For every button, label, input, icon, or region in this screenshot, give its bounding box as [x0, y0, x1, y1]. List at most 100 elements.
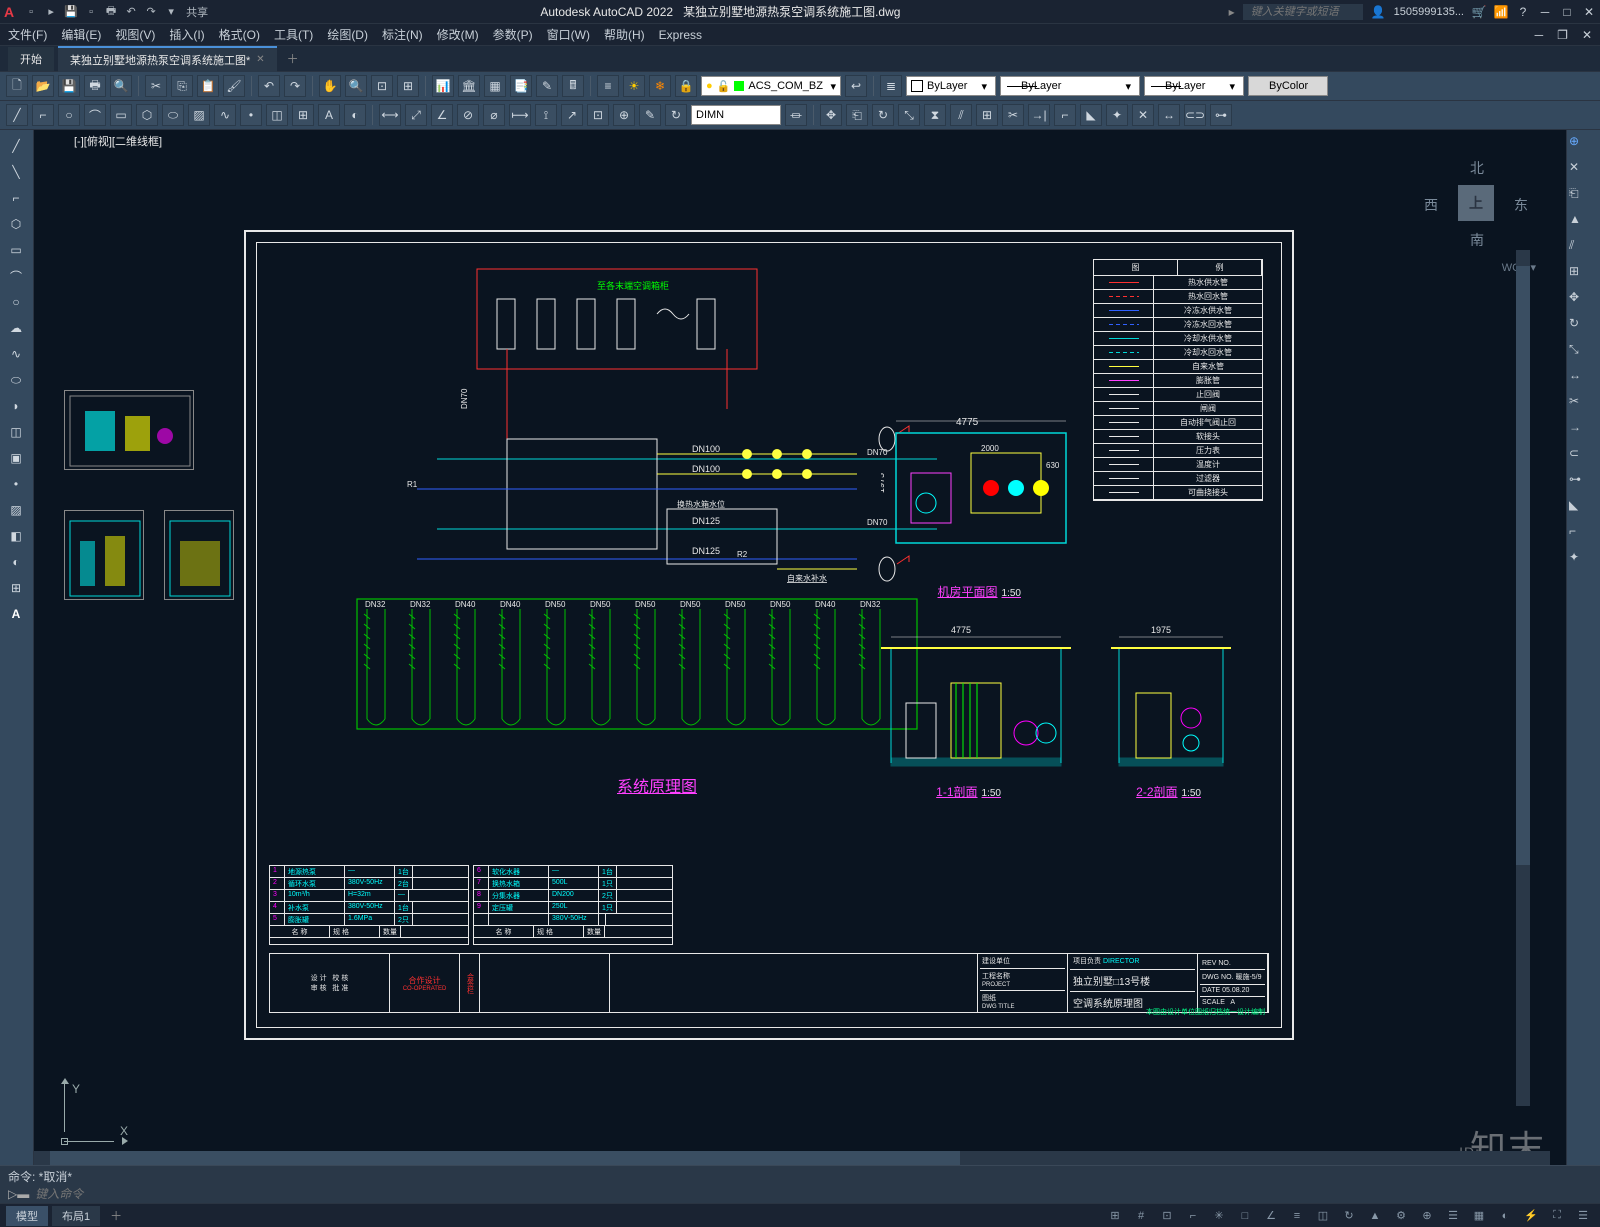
copy-icon[interactable]: ⎘ [171, 75, 193, 97]
polygon-icon[interactable]: ⬡ [136, 104, 158, 126]
pline-tool-icon[interactable]: ⌐ [2, 186, 30, 210]
dim-linear-icon[interactable]: ⟷ [379, 104, 401, 126]
cut-icon[interactable]: ✂ [145, 75, 167, 97]
insert-tool-icon[interactable]: ◫ [2, 420, 30, 444]
doc-close-icon[interactable]: ✕ [1582, 28, 1592, 42]
rect-icon[interactable]: ▭ [110, 104, 132, 126]
signin-icon[interactable]: 👤 [1371, 5, 1386, 19]
xline-tool-icon[interactable]: ╲ [2, 160, 30, 184]
join-icon[interactable]: ⊶ [1210, 104, 1232, 126]
stretch-mod-icon[interactable]: ↔ [1569, 368, 1597, 392]
maximize-icon[interactable]: □ [1560, 5, 1574, 19]
command-input[interactable] [35, 1187, 1592, 1201]
ellipse-arc-tool-icon[interactable]: ◗ [2, 394, 30, 418]
close-icon[interactable]: ✕ [1582, 5, 1596, 19]
grid-icon[interactable]: # [1130, 1206, 1152, 1226]
dim-aligned-icon[interactable]: ⤢ [405, 104, 427, 126]
tolerance-icon[interactable]: ⊡ [587, 104, 609, 126]
region-tool-icon[interactable]: ◐ [2, 550, 30, 574]
annomonitor-icon[interactable]: ⊕ [1416, 1206, 1438, 1226]
match-icon[interactable]: 🖌 [223, 75, 245, 97]
table-icon[interactable]: ⊞ [292, 104, 314, 126]
ellipse-icon[interactable]: ⬭ [162, 104, 184, 126]
mtext-tool-icon[interactable]: A [2, 602, 30, 626]
layer-prev-icon[interactable]: ↩ [845, 75, 867, 97]
copy-obj-icon[interactable]: ⎗ [846, 104, 868, 126]
circle-tool-icon[interactable]: ○ [2, 290, 30, 314]
menu-dimension[interactable]: 标注(N) [382, 26, 423, 43]
fillet-icon[interactable]: ⌐ [1054, 104, 1076, 126]
ortho-icon[interactable]: ⌐ [1182, 1206, 1204, 1226]
layer-manager-icon[interactable]: ≣ [880, 75, 902, 97]
mirror-mod-icon[interactable]: ▲ [1569, 212, 1597, 236]
layout1-tab[interactable]: 布局1 [52, 1206, 100, 1226]
minimize-icon[interactable]: ─ [1538, 5, 1552, 19]
units-icon[interactable]: ☰ [1442, 1206, 1464, 1226]
rotate-mod-icon[interactable]: ↻ [1569, 316, 1597, 340]
point-icon[interactable]: • [240, 104, 262, 126]
doc-minimize-icon[interactable]: ─ [1535, 28, 1544, 42]
share-button[interactable]: 共享 [182, 3, 212, 21]
open-icon[interactable]: ▸ [42, 3, 60, 21]
spline-icon[interactable]: ∿ [214, 104, 236, 126]
menu-param[interactable]: 参数(P) [493, 26, 533, 43]
hatch-tool-icon[interactable]: ▨ [2, 498, 30, 522]
layer-freeze-icon[interactable]: ❄ [649, 75, 671, 97]
quickcalc-icon[interactable]: 🖩 [562, 75, 584, 97]
revcloud-tool-icon[interactable]: ☁ [2, 316, 30, 340]
plotstyle-dropdown[interactable]: ByColor [1248, 76, 1328, 96]
dim-angular-icon[interactable]: ∠ [431, 104, 453, 126]
redo-tool-icon[interactable]: ↷ [284, 75, 306, 97]
otrack-icon[interactable]: ∠ [1260, 1206, 1282, 1226]
undo-tool-icon[interactable]: ↶ [258, 75, 280, 97]
tab-start[interactable]: 开始 [8, 47, 54, 71]
new-icon[interactable]: ▫ [22, 3, 40, 21]
cart-icon[interactable]: 🛒 [1472, 5, 1486, 19]
transparency-icon[interactable]: ◫ [1312, 1206, 1334, 1226]
chamfer-mod-icon[interactable]: ◣ [1569, 498, 1597, 522]
hardware-icon[interactable]: ⚡ [1520, 1206, 1542, 1226]
tab-document[interactable]: 某独立别墅地源热泵空调系统施工图* ✕ [58, 46, 277, 72]
osnap-icon[interactable]: □ [1234, 1206, 1256, 1226]
ucs-icon[interactable]: Y X [64, 1082, 124, 1142]
menu-format[interactable]: 格式(O) [219, 26, 260, 43]
menu-modify[interactable]: 修改(M) [437, 26, 479, 43]
trim-mod-icon[interactable]: ✂ [1569, 394, 1597, 418]
viewcube-north[interactable]: 北 [1470, 158, 1484, 178]
saveas-icon[interactable]: ▫ [82, 3, 100, 21]
horizontal-scrollbar[interactable] [34, 1151, 1550, 1165]
model-tab[interactable]: 模型 [6, 1206, 48, 1226]
spline-tool-icon[interactable]: ∿ [2, 342, 30, 366]
scale-icon[interactable]: ⤡ [898, 104, 920, 126]
rect-tool-icon[interactable]: ▭ [2, 238, 30, 262]
paste-icon[interactable]: 📋 [197, 75, 219, 97]
line-icon[interactable]: ╱ [6, 104, 28, 126]
region-icon[interactable]: ◐ [344, 104, 366, 126]
annoscale-icon[interactable]: ▲ [1364, 1206, 1386, 1226]
drawing-canvas[interactable]: [-][俯视][二维线框] 上 北 南 西 东 WCS ▾ Y X [34, 130, 1566, 1182]
markup-icon[interactable]: ✎ [536, 75, 558, 97]
color-dropdown[interactable]: ByLayer▾ [906, 76, 996, 96]
pline-icon[interactable]: ⌐ [32, 104, 54, 126]
viewcube-west[interactable]: 西 [1424, 195, 1438, 215]
customize-icon[interactable]: ☰ [1572, 1206, 1594, 1226]
open-file-icon[interactable]: 📂 [32, 75, 54, 97]
dim-continue-icon[interactable]: ⟼ [509, 104, 531, 126]
layer-dropdown[interactable]: ●🔓 ACS_COM_BZ ▾ [701, 76, 841, 96]
polar-icon[interactable]: ✳ [1208, 1206, 1230, 1226]
stretch-icon[interactable]: ↔ [1158, 104, 1180, 126]
dimstyle-icon[interactable]: ⏛ [785, 104, 807, 126]
help-icon[interactable]: ? [1516, 5, 1530, 19]
extend-icon[interactable]: →| [1028, 104, 1050, 126]
menu-file[interactable]: 文件(F) [8, 26, 47, 43]
circle-icon[interactable]: ○ [58, 104, 80, 126]
preview-icon[interactable]: 🔍 [110, 75, 132, 97]
viewport-label[interactable]: [-][俯视][二维线框] [74, 133, 162, 149]
leader-icon[interactable]: ↗ [561, 104, 583, 126]
properties-icon[interactable]: 📊 [432, 75, 454, 97]
snap-icon[interactable]: ⊡ [1156, 1206, 1178, 1226]
explode-mod-icon[interactable]: ✦ [1569, 550, 1597, 574]
layer-props-icon[interactable]: ≡ [597, 75, 619, 97]
viewcube-east[interactable]: 东 [1514, 195, 1528, 215]
point-tool-icon[interactable]: • [2, 472, 30, 496]
